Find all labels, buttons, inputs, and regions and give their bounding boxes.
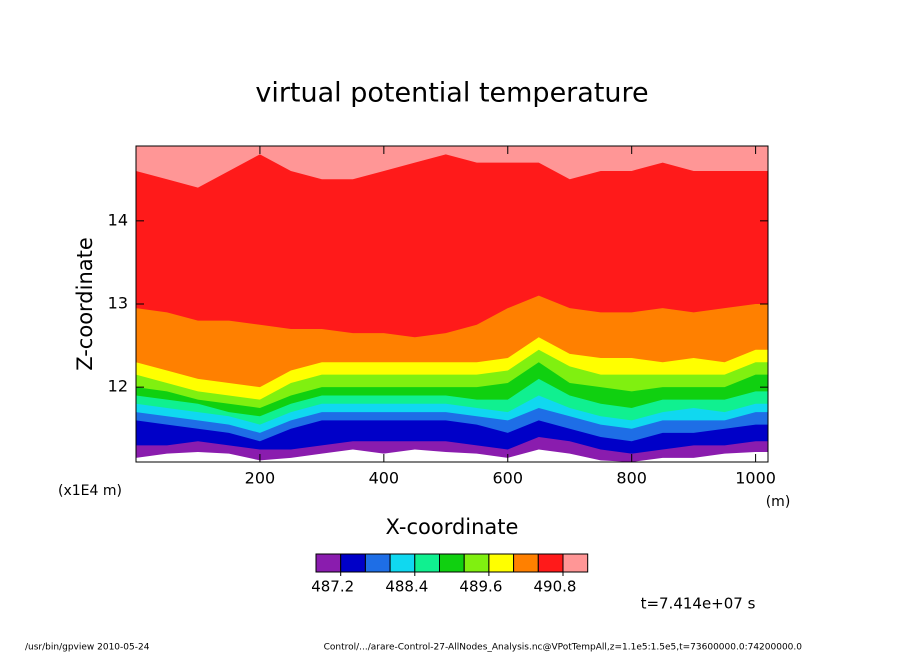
colorbar-tick-label: 489.6 [459, 578, 502, 596]
contour-band [136, 146, 768, 188]
colorbar-tick-label: 488.4 [385, 578, 428, 596]
footer-left: /usr/bin/gpview 2010-05-24 [25, 643, 150, 653]
footer-right: Control/.../arare-Control-27-AllNodes_An… [324, 643, 803, 653]
x-tick-label: 400 [369, 469, 400, 488]
y-tick-label: 12 [108, 377, 128, 396]
y-tick-label: 13 [108, 294, 128, 313]
time-label: t=7.414e+07 s [641, 595, 756, 613]
colorbar-box [340, 553, 366, 573]
colorbar-box [562, 553, 589, 573]
contour-band [136, 146, 768, 338]
colorbar-tick-label: 490.8 [534, 578, 577, 596]
x-tick-label: 600 [492, 469, 523, 488]
x-axis-label: X-coordinate [386, 515, 519, 539]
colorbar-box [463, 553, 490, 573]
colorbar-box [414, 553, 440, 573]
colorbar-box [315, 553, 342, 573]
colorbar-box [537, 553, 564, 573]
colorbar-box [364, 553, 391, 573]
x-tick-label: 1000 [735, 469, 776, 488]
chart-title: virtual potential temperature [255, 78, 648, 109]
y-tick-label: 14 [108, 210, 128, 229]
x-tick-label: 200 [245, 469, 276, 488]
x-unit: (m) [766, 494, 791, 510]
y-axis-label: Z-coordinate [73, 237, 97, 371]
colorbar-box [439, 553, 465, 573]
y-unit: (x1E4 m) [58, 483, 122, 499]
colorbar-box [513, 553, 539, 573]
colorbar-box [488, 553, 515, 573]
x-tick-label: 800 [616, 469, 647, 488]
plot-area [136, 146, 768, 462]
colorbar-box [389, 553, 416, 573]
colorbar-tick-label: 487.2 [311, 578, 354, 596]
